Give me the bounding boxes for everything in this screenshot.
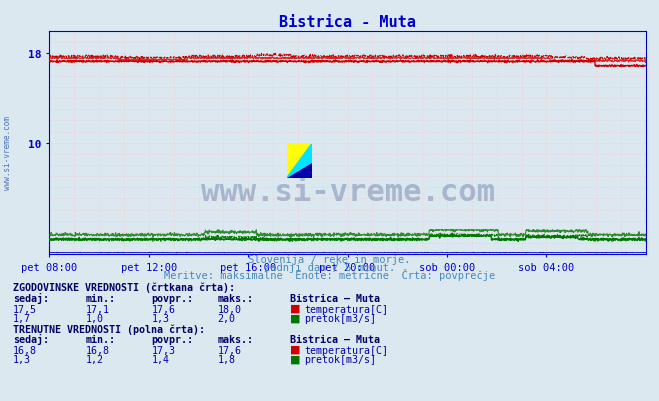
- Text: 1,7: 1,7: [13, 314, 31, 324]
- Text: 1,0: 1,0: [86, 314, 103, 324]
- Title: Bistrica - Muta: Bistrica - Muta: [279, 14, 416, 30]
- Text: povpr.:: povpr.:: [152, 334, 194, 344]
- Text: TRENUTNE VREDNOSTI (polna črta):: TRENUTNE VREDNOSTI (polna črta):: [13, 324, 205, 334]
- Text: ■: ■: [290, 353, 301, 363]
- Text: Meritve: maksimalne  Enote: metrične  Črta: povprečje: Meritve: maksimalne Enote: metrične Črta…: [164, 269, 495, 281]
- Polygon shape: [287, 144, 312, 178]
- Text: 16,8: 16,8: [13, 345, 37, 355]
- Text: min.:: min.:: [86, 294, 116, 304]
- Polygon shape: [287, 163, 312, 178]
- Text: Bistrica – Muta: Bistrica – Muta: [290, 334, 380, 344]
- Text: ZGODOVINSKE VREDNOSTI (črtkana črta):: ZGODOVINSKE VREDNOSTI (črtkana črta):: [13, 282, 235, 293]
- Text: pretok[m3/s]: pretok[m3/s]: [304, 314, 376, 324]
- Text: 1,2: 1,2: [86, 354, 103, 365]
- Text: 1,3: 1,3: [13, 354, 31, 365]
- Text: ■: ■: [290, 312, 301, 322]
- Text: ■: ■: [290, 344, 301, 354]
- Text: maks.:: maks.:: [217, 294, 254, 304]
- Text: zadnji dan / 5 minut.: zadnji dan / 5 minut.: [264, 263, 395, 273]
- Text: povpr.:: povpr.:: [152, 294, 194, 304]
- Text: www.si-vreme.com: www.si-vreme.com: [200, 178, 495, 207]
- Text: 1,3: 1,3: [152, 314, 169, 324]
- Text: Slovenija / reke in morje.: Slovenija / reke in morje.: [248, 255, 411, 265]
- Text: 18,0: 18,0: [217, 304, 241, 314]
- Text: 17,5: 17,5: [13, 304, 37, 314]
- Text: 2,0: 2,0: [217, 314, 235, 324]
- Text: 17,6: 17,6: [152, 304, 175, 314]
- Text: 17,6: 17,6: [217, 345, 241, 355]
- Text: min.:: min.:: [86, 334, 116, 344]
- Text: 1,4: 1,4: [152, 354, 169, 365]
- Text: 1,8: 1,8: [217, 354, 235, 365]
- Polygon shape: [287, 144, 312, 178]
- Text: ■: ■: [290, 303, 301, 313]
- Text: pretok[m3/s]: pretok[m3/s]: [304, 354, 376, 365]
- Text: 16,8: 16,8: [86, 345, 109, 355]
- Text: 17,3: 17,3: [152, 345, 175, 355]
- Text: www.si-vreme.com: www.si-vreme.com: [3, 115, 13, 189]
- Text: maks.:: maks.:: [217, 334, 254, 344]
- Text: 17,1: 17,1: [86, 304, 109, 314]
- Text: sedaj:: sedaj:: [13, 293, 49, 304]
- Text: temperatura[C]: temperatura[C]: [304, 345, 388, 355]
- Text: Bistrica – Muta: Bistrica – Muta: [290, 294, 380, 304]
- Text: temperatura[C]: temperatura[C]: [304, 304, 388, 314]
- Text: sedaj:: sedaj:: [13, 334, 49, 344]
